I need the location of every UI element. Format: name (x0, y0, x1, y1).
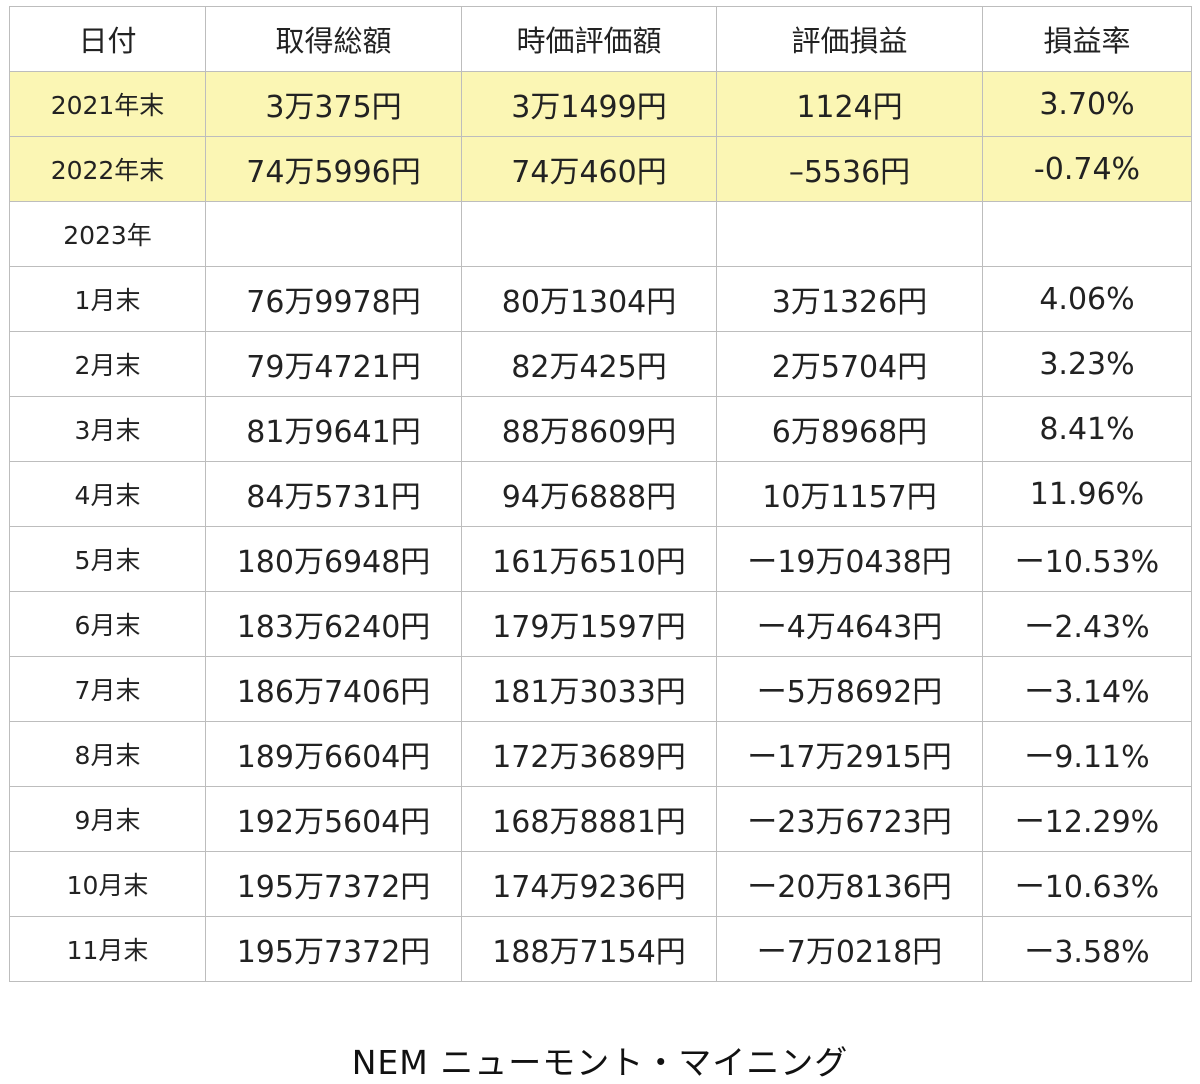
cell-profit-loss: ー5万8692円 (716, 656, 983, 722)
cell-profit-loss-rate: ー9.11% (982, 721, 1192, 787)
table-row: 7月末 186万7406円 181万3033円 ー5万8692円 ー3.14% (9, 656, 1192, 722)
table-row: 10月末 195万7372円 174万9236円 ー20万8136円 ー10.63% (9, 851, 1192, 917)
table-row: 2023年 (9, 201, 1192, 267)
cell-cost-total: 3万375円 (205, 71, 462, 137)
table-body: 2021年末 3万375円 3万1499円 1124円 3.70% 2022年末 74万59… (9, 71, 1192, 982)
cell-date: 2021年末 (9, 71, 206, 137)
header-market-value: 時価評価額 (461, 6, 717, 72)
cell-market-value: 94万6888円 (461, 461, 717, 527)
table-row: 6月末 183万6240円 179万1597円 ー4万4643円 ー2.43% (9, 591, 1192, 657)
cell-profit-loss: ー20万8136円 (716, 851, 983, 917)
caption: NEM ニューモント・マイニング (351, 1043, 849, 1082)
cell-profit-loss-rate: ー12.29% (982, 786, 1192, 852)
cell-profit-loss: 10万1157円 (716, 461, 983, 527)
cell-cost-total (205, 201, 462, 267)
cell-profit-loss-rate: 8.41% (982, 396, 1192, 462)
cell-market-value (461, 201, 717, 267)
table-row: 9月末 192万5604円 168万8881円 ー23万6723円 ー12.29% (9, 786, 1192, 852)
cell-profit-loss: 6万8968円 (716, 396, 983, 462)
cell-profit-loss-rate: 3.70% (982, 71, 1192, 137)
table-row: 2月末 79万4721円 82万425円 2万5704円 3.23% (9, 331, 1192, 397)
cell-market-value: 88万8609円 (461, 396, 717, 462)
cell-market-value: 188万7154円 (461, 916, 717, 982)
cell-market-value: 181万3033円 (461, 656, 717, 722)
cell-profit-loss: ー23万6723円 (716, 786, 983, 852)
cell-date: 6月末 (9, 591, 206, 657)
header-profit-loss-rate: 損益率 (982, 6, 1192, 72)
cell-date: 2023年 (9, 201, 206, 267)
cell-date: 8月末 (9, 721, 206, 787)
cell-profit-loss: 2万5704円 (716, 331, 983, 397)
cell-profit-loss-rate: ー2.43% (982, 591, 1192, 657)
cell-market-value: 174万9236円 (461, 851, 717, 917)
cell-market-value: 161万6510円 (461, 526, 717, 592)
table-row: 5月末 180万6948円 161万6510円 ー19万0438円 ー10.53% (9, 526, 1192, 592)
table-header: 日付 取得総額 時価評価額 評価損益 損益率 (9, 6, 1192, 72)
table-row: 2021年末 3万375円 3万1499円 1124円 3.70% (9, 71, 1192, 137)
cell-profit-loss: ー4万4643円 (716, 591, 983, 657)
header-row: 日付 取得総額 時価評価額 評価損益 損益率 (9, 6, 1192, 72)
table-row: 8月末 189万6604円 172万3689円 ー17万2915円 ー9.11% (9, 721, 1192, 787)
portfolio-table: 日付 取得総額 時価評価額 評価損益 損益率 2021年末 3万375円 3万149… (9, 6, 1192, 982)
cell-cost-total: 195万7372円 (205, 851, 462, 917)
cell-cost-total: 192万5604円 (205, 786, 462, 852)
cell-profit-loss: ー17万2915円 (716, 721, 983, 787)
cell-date: 11月末 (9, 916, 206, 982)
header-date: 日付 (9, 6, 206, 72)
cell-date: 3月末 (9, 396, 206, 462)
table-row: 2022年末 74万5996円 74万460円 –5536円 -0.74% (9, 136, 1192, 202)
table-row: 3月末 81万9641円 88万8609円 6万8968円 8.41% (9, 396, 1192, 462)
cell-market-value: 3万1499円 (461, 71, 717, 137)
header-cost-total: 取得総額 (205, 6, 462, 72)
cell-cost-total: 180万6948円 (205, 526, 462, 592)
cell-market-value: 172万3689円 (461, 721, 717, 787)
cell-date: 2月末 (9, 331, 206, 397)
cell-cost-total: 189万6604円 (205, 721, 462, 787)
cell-date: 2022年末 (9, 136, 206, 202)
cell-date: 5月末 (9, 526, 206, 592)
cell-cost-total: 79万4721円 (205, 331, 462, 397)
cell-cost-total: 186万7406円 (205, 656, 462, 722)
cell-market-value: 74万460円 (461, 136, 717, 202)
cell-profit-loss-rate (982, 201, 1192, 267)
cell-profit-loss: ー19万0438円 (716, 526, 983, 592)
cell-profit-loss-rate: ー10.53% (982, 526, 1192, 592)
cell-profit-loss: ー7万0218円 (716, 916, 983, 982)
cell-cost-total: 84万5731円 (205, 461, 462, 527)
cell-market-value: 82万425円 (461, 331, 717, 397)
table-row: 11月末 195万7372円 188万7154円 ー7万0218円 ー3.58% (9, 916, 1192, 982)
cell-profit-loss-rate: ー3.58% (982, 916, 1192, 982)
table-row: 4月末 84万5731円 94万6888円 10万1157円 11.96% (9, 461, 1192, 527)
cell-profit-loss: –5536円 (716, 136, 983, 202)
cell-market-value: 80万1304円 (461, 266, 717, 332)
cell-cost-total: 195万7372円 (205, 916, 462, 982)
cell-date: 9月末 (9, 786, 206, 852)
cell-profit-loss-rate: 11.96% (982, 461, 1192, 527)
cell-market-value: 179万1597円 (461, 591, 717, 657)
table-row: 1月末 76万9978円 80万1304円 3万1326円 4.06% (9, 266, 1192, 332)
cell-cost-total: 76万9978円 (205, 266, 462, 332)
cell-market-value: 168万8881円 (461, 786, 717, 852)
cell-profit-loss-rate: ー3.14% (982, 656, 1192, 722)
cell-profit-loss: 3万1326円 (716, 266, 983, 332)
header-profit-loss: 評価損益 (716, 6, 983, 72)
cell-profit-loss: 1124円 (716, 71, 983, 137)
cell-cost-total: 74万5996円 (205, 136, 462, 202)
cell-profit-loss (716, 201, 983, 267)
cell-profit-loss-rate: ー10.63% (982, 851, 1192, 917)
cell-date: 7月末 (9, 656, 206, 722)
cell-date: 4月末 (9, 461, 206, 527)
cell-date: 1月末 (9, 266, 206, 332)
cell-date: 10月末 (9, 851, 206, 917)
cell-cost-total: 81万9641円 (205, 396, 462, 462)
cell-profit-loss-rate: -0.74% (982, 136, 1192, 202)
cell-profit-loss-rate: 3.23% (982, 331, 1192, 397)
cell-cost-total: 183万6240円 (205, 591, 462, 657)
cell-profit-loss-rate: 4.06% (982, 266, 1192, 332)
